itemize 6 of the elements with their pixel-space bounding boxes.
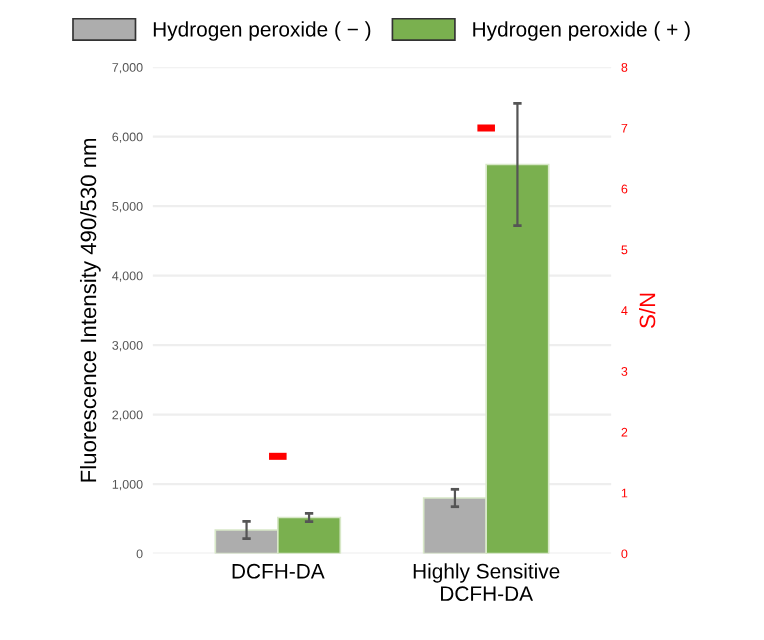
x-tick-label: DCFH-DA <box>232 563 325 579</box>
y2-axis-title: S/N <box>638 293 656 328</box>
legend-label: Hydrogen peroxide ( + ) <box>473 21 690 41</box>
legend-label: Hydrogen peroxide ( − ) <box>153 21 371 41</box>
y-axis-title: Fluorescence Intensity 490/530 nm <box>79 138 101 482</box>
x-tick-label: Highly Sensitive DCFH-DA <box>413 563 560 602</box>
